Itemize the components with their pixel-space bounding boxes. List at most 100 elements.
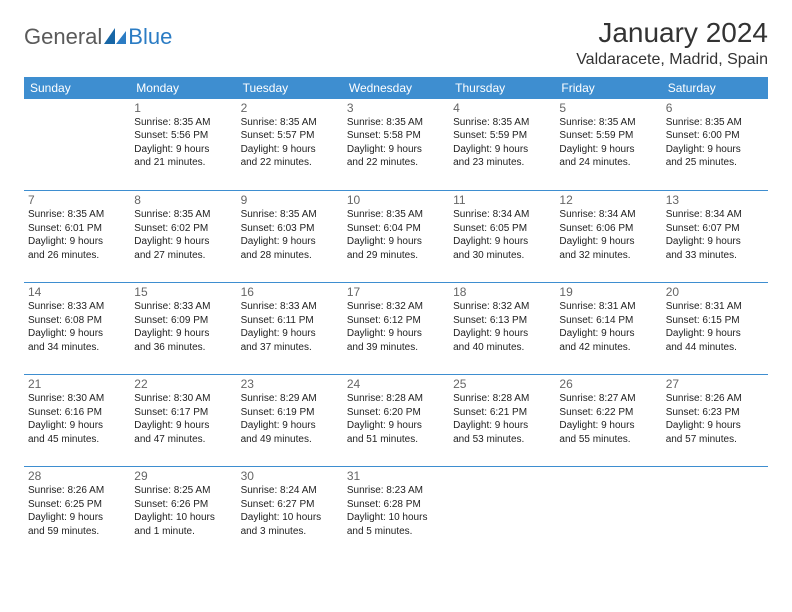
day-number: 14 xyxy=(28,285,126,299)
calendar-body: 1 Sunrise: 8:35 AM Sunset: 5:56 PM Daylight… xyxy=(24,99,768,559)
dow-sun: Sunday xyxy=(24,77,130,99)
day-info: Sunrise: 8:35 AMSunset: 5:59 PMDaylight:… xyxy=(559,116,657,170)
info-line: Daylight: 9 hours xyxy=(453,419,551,433)
info-line: Daylight: 9 hours xyxy=(666,327,764,341)
info-line: Sunrise: 8:32 AM xyxy=(347,300,445,314)
info-line: and 53 minutes. xyxy=(453,433,551,447)
info-line: Sunrise: 8:35 AM xyxy=(559,116,657,130)
day-info: Sunrise: 8:35 AMSunset: 5:59 PMDaylight:… xyxy=(453,116,551,170)
info-line: and 22 minutes. xyxy=(347,156,445,170)
info-line: Sunrise: 8:30 AM xyxy=(134,392,232,406)
info-line: Daylight: 9 hours xyxy=(347,419,445,433)
info-line: Sunset: 5:59 PM xyxy=(559,129,657,143)
info-line: Daylight: 9 hours xyxy=(453,143,551,157)
info-line: and 3 minutes. xyxy=(241,525,339,539)
calendar-table: Sunday Monday Tuesday Wednesday Thursday… xyxy=(24,77,768,559)
day-number: 11 xyxy=(453,193,551,207)
day-cell: 19Sunrise: 8:31 AMSunset: 6:14 PMDayligh… xyxy=(555,283,661,375)
logo-sail-icon xyxy=(104,28,126,46)
info-line: and 22 minutes. xyxy=(241,156,339,170)
day-info: Sunrise: 8:28 AMSunset: 6:21 PMDaylight:… xyxy=(453,392,551,446)
day-cell: 20Sunrise: 8:31 AMSunset: 6:15 PMDayligh… xyxy=(662,283,768,375)
info-line: Sunset: 6:22 PM xyxy=(559,406,657,420)
month-title: January 2024 xyxy=(576,18,768,49)
info-line: Sunset: 6:17 PM xyxy=(134,406,232,420)
day-number: 4 xyxy=(453,101,551,115)
day-number: 23 xyxy=(241,377,339,391)
day-cell xyxy=(662,467,768,559)
info-line: Daylight: 9 hours xyxy=(453,235,551,249)
info-line: Sunset: 6:02 PM xyxy=(134,222,232,236)
day-cell: 5Sunrise: 8:35 AMSunset: 5:59 PMDaylight… xyxy=(555,99,661,191)
day-info: Sunrise: 8:30 AMSunset: 6:16 PMDaylight:… xyxy=(28,392,126,446)
day-info: Sunrise: 8:31 AMSunset: 6:14 PMDaylight:… xyxy=(559,300,657,354)
day-number: 29 xyxy=(134,469,232,483)
day-cell: 27Sunrise: 8:26 AMSunset: 6:23 PMDayligh… xyxy=(662,375,768,467)
info-line: Sunset: 6:08 PM xyxy=(28,314,126,328)
info-line: Sunrise: 8:24 AM xyxy=(241,484,339,498)
info-line: Sunrise: 8:33 AM xyxy=(28,300,126,314)
info-line: Daylight: 9 hours xyxy=(453,327,551,341)
info-line: Sunrise: 8:31 AM xyxy=(666,300,764,314)
day-number: 1 xyxy=(134,101,232,115)
info-line: Daylight: 9 hours xyxy=(241,327,339,341)
info-line: and 51 minutes. xyxy=(347,433,445,447)
info-line: Sunset: 5:56 PM xyxy=(134,129,232,143)
info-line: Sunrise: 8:28 AM xyxy=(453,392,551,406)
week-row: 7Sunrise: 8:35 AMSunset: 6:01 PMDaylight… xyxy=(24,191,768,283)
day-number: 8 xyxy=(134,193,232,207)
day-cell: 15Sunrise: 8:33 AMSunset: 6:09 PMDayligh… xyxy=(130,283,236,375)
info-line: Sunrise: 8:33 AM xyxy=(241,300,339,314)
day-info: Sunrise: 8:35 AMSunset: 6:01 PMDaylight:… xyxy=(28,208,126,262)
day-info: Sunrise: 8:34 AMSunset: 6:05 PMDaylight:… xyxy=(453,208,551,262)
info-line: and 25 minutes. xyxy=(666,156,764,170)
day-cell: 18Sunrise: 8:32 AMSunset: 6:13 PMDayligh… xyxy=(449,283,555,375)
day-info: Sunrise: 8:32 AMSunset: 6:12 PMDaylight:… xyxy=(347,300,445,354)
day-info: Sunrise: 8:27 AMSunset: 6:22 PMDaylight:… xyxy=(559,392,657,446)
day-cell xyxy=(555,467,661,559)
title-block: January 2024 Valdaracete, Madrid, Spain xyxy=(576,18,768,69)
info-line: Daylight: 9 hours xyxy=(559,235,657,249)
day-number: 13 xyxy=(666,193,764,207)
day-cell xyxy=(24,99,130,191)
info-line: Sunset: 5:59 PM xyxy=(453,129,551,143)
day-info: Sunrise: 8:23 AMSunset: 6:28 PMDaylight:… xyxy=(347,484,445,538)
day-info: Sunrise: 8:28 AMSunset: 6:20 PMDaylight:… xyxy=(347,392,445,446)
info-line: Sunrise: 8:35 AM xyxy=(666,116,764,130)
info-line: Sunset: 6:14 PM xyxy=(559,314,657,328)
info-line: Sunrise: 8:23 AM xyxy=(347,484,445,498)
info-line: Daylight: 9 hours xyxy=(666,419,764,433)
info-line: Daylight: 10 hours xyxy=(241,511,339,525)
info-line: Daylight: 9 hours xyxy=(134,327,232,341)
day-info: Sunrise: 8:24 AMSunset: 6:27 PMDaylight:… xyxy=(241,484,339,538)
info-line: and 45 minutes. xyxy=(28,433,126,447)
info-line: Daylight: 9 hours xyxy=(559,143,657,157)
info-line: Sunset: 6:26 PM xyxy=(134,498,232,512)
day-cell: 31Sunrise: 8:23 AMSunset: 6:28 PMDayligh… xyxy=(343,467,449,559)
info-line: and 42 minutes. xyxy=(559,341,657,355)
day-cell: 30Sunrise: 8:24 AMSunset: 6:27 PMDayligh… xyxy=(237,467,343,559)
info-line: Sunset: 6:04 PM xyxy=(347,222,445,236)
day-info: Sunrise: 8:35 AMSunset: 6:02 PMDaylight:… xyxy=(134,208,232,262)
day-number: 21 xyxy=(28,377,126,391)
day-info: Sunrise: 8:35 AMSunset: 6:00 PMDaylight:… xyxy=(666,116,764,170)
info-line: Daylight: 9 hours xyxy=(666,143,764,157)
info-line: and 39 minutes. xyxy=(347,341,445,355)
info-line: Sunrise: 8:35 AM xyxy=(241,208,339,222)
day-number: 31 xyxy=(347,469,445,483)
day-info: Sunrise: 8:34 AMSunset: 6:06 PMDaylight:… xyxy=(559,208,657,262)
info-line: Daylight: 9 hours xyxy=(241,419,339,433)
info-line: Daylight: 9 hours xyxy=(134,419,232,433)
day-cell: 9Sunrise: 8:35 AMSunset: 6:03 PMDaylight… xyxy=(237,191,343,283)
info-line: and 32 minutes. xyxy=(559,249,657,263)
info-line: and 55 minutes. xyxy=(559,433,657,447)
day-number: 16 xyxy=(241,285,339,299)
info-line: Sunset: 6:13 PM xyxy=(453,314,551,328)
info-line: Daylight: 9 hours xyxy=(241,143,339,157)
day-number: 5 xyxy=(559,101,657,115)
day-number: 15 xyxy=(134,285,232,299)
info-line: Sunrise: 8:29 AM xyxy=(241,392,339,406)
info-line: Sunrise: 8:35 AM xyxy=(241,116,339,130)
info-line: Sunset: 6:12 PM xyxy=(347,314,445,328)
info-line: and 37 minutes. xyxy=(241,341,339,355)
